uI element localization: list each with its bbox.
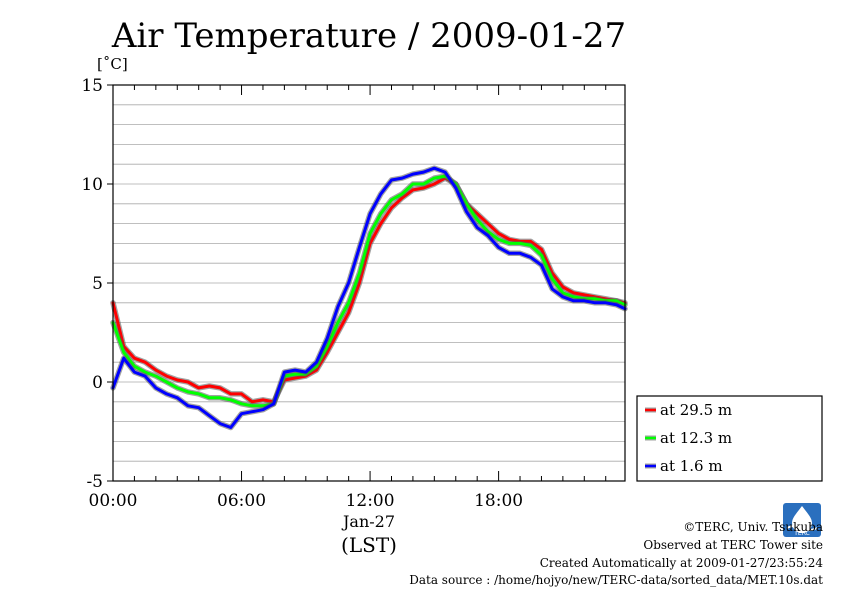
x-tick-label: 18:00 [474,491,523,511]
y-axis-ticks: -5 0 5 10 15 [81,76,113,492]
terc-logo-icon: TERC [783,503,821,537]
x-tick-label: 00:00 [89,491,138,511]
y-tick-label: 0 [92,373,103,393]
y-tick-label: 10 [81,175,103,195]
legend-label: at 29.5 m [660,401,732,419]
x-axis-label: (LST) [341,533,397,557]
series-lines [110,165,628,431]
legend-label: at 12.3 m [660,429,732,447]
series-line [111,166,627,429]
legend: at 29.5 m at 12.3 m at 1.6 m [636,395,823,482]
y-tick-label: 15 [81,76,103,96]
legend-label: at 1.6 m [660,457,723,475]
logo-lettering: TERC [793,530,810,537]
plot-frame [112,84,626,482]
y-tick-label: 5 [92,274,103,294]
x-axis-date-label: Jan-27 [341,512,395,531]
created-text: Created Automatically at 2009-01-27/23:5… [539,556,823,570]
series-line-shadow [110,165,628,431]
series-line [111,174,627,408]
chart-title: Air Temperature / 2009-01-27 [111,16,626,56]
y-tick-label: -5 [86,472,103,492]
legend-box [636,395,823,482]
x-tick-label: 12:00 [346,491,395,511]
x-axis-ticks: 00:00 06:00 12:00 18:00 [89,85,607,511]
y-axis-unit: [˚C] [97,55,128,73]
source-text: Data source : /home/hojyo/new/TERC-data/… [409,573,823,587]
x-tick-label: 06:00 [217,491,266,511]
copyright-text: ©TERC, Univ. Tsukuba [683,520,823,534]
site-text: Observed at TERC Tower site [643,538,823,552]
